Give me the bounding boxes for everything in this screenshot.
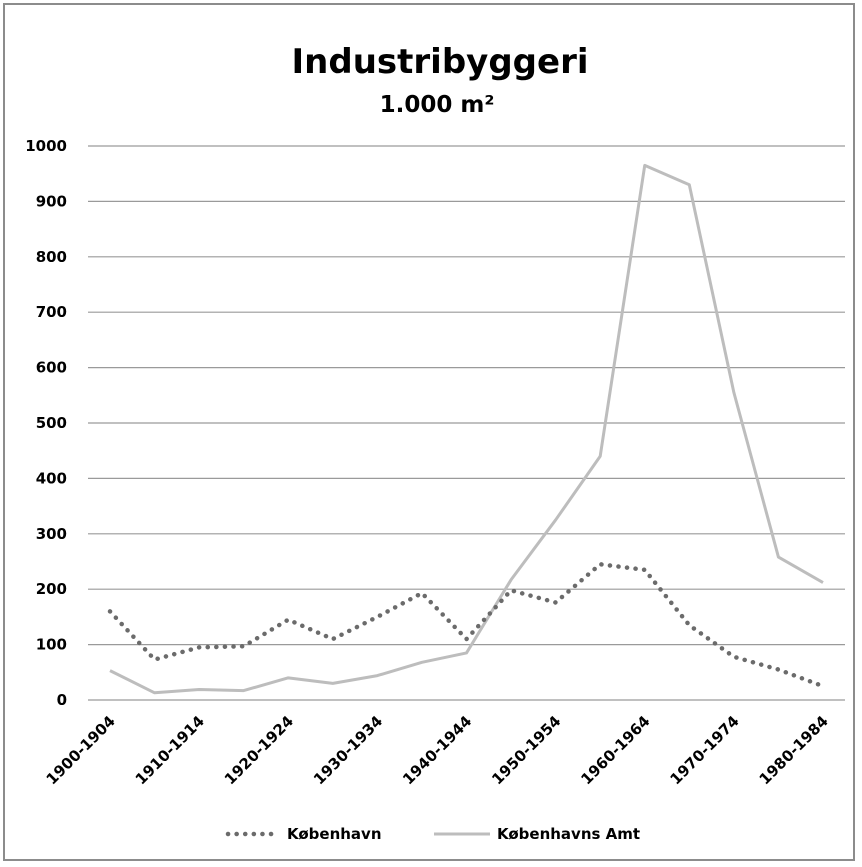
x-tick-label: 1980-1984 bbox=[756, 712, 832, 788]
y-tick-label: 300 bbox=[36, 525, 67, 543]
y-tick-label: 100 bbox=[36, 636, 67, 654]
x-tick-label: 1940-1944 bbox=[399, 712, 475, 788]
series-line-kobenhavns-amt bbox=[109, 163, 824, 695]
y-tick-label: 600 bbox=[36, 359, 67, 377]
y-tick-label: 200 bbox=[36, 580, 67, 598]
y-tick-label: 400 bbox=[36, 469, 67, 487]
y-tick-label: 0 bbox=[57, 691, 67, 709]
chart-title: Industribyggeri bbox=[292, 42, 589, 82]
chart-subtitle: 1.000 m² bbox=[380, 92, 495, 118]
series-line-kobenhavn bbox=[107, 562, 826, 689]
x-tick-label: 1970-1974 bbox=[667, 712, 743, 788]
x-tick-label: 1960-1964 bbox=[577, 712, 653, 788]
legend: København Københavns Amt bbox=[225, 825, 640, 843]
x-tick-label: 1920-1924 bbox=[221, 712, 297, 788]
y-tick-label: 700 bbox=[36, 303, 67, 321]
x-tick-label: 1930-1934 bbox=[310, 712, 386, 788]
line-chart: Industribyggeri 1.000 m² 0 100 200 300 400 50… bbox=[25, 42, 845, 843]
y-tick-label: 900 bbox=[36, 192, 67, 210]
legend-label-kobenhavn: København bbox=[287, 825, 382, 843]
x-tick-label: 1910-1914 bbox=[132, 712, 208, 788]
x-tick-label: 1950-1954 bbox=[488, 712, 564, 788]
chart-frame: Industribyggeri 1.000 m² 0 100 200 300 400 50… bbox=[3, 3, 855, 861]
gridlines bbox=[88, 145, 845, 701]
y-tick-label: 800 bbox=[36, 248, 67, 266]
x-tick-label: 1900-1904 bbox=[43, 712, 119, 788]
series-lines bbox=[107, 163, 826, 695]
y-tick-label: 500 bbox=[36, 414, 67, 432]
x-axis-ticks: 1900-1904 1910-1914 1920-1924 1930-1934 1940… bbox=[43, 712, 832, 788]
y-axis-ticks: 0 100 200 300 400 500 600 700 800 900 1000 bbox=[25, 137, 67, 709]
legend-label-kobenhavns-amt: Københavns Amt bbox=[497, 825, 640, 843]
y-tick-label: 1000 bbox=[25, 137, 67, 155]
